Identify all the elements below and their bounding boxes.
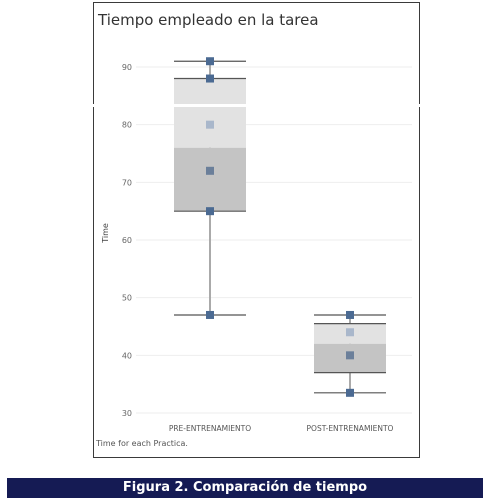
x-category-label-post: POST-ENTRENAMIENTO: [307, 424, 394, 433]
y-tick-label-30: 30: [122, 409, 132, 418]
post-point-3: [346, 388, 354, 397]
pre-point-2: [206, 120, 214, 129]
figure-caption-bar: Figura 2. Comparación de tiempo: [7, 478, 483, 498]
chart-title: Tiempo empleado en la tarea: [98, 11, 319, 29]
y-tick-label-90: 90: [122, 63, 132, 72]
y-tick-label-60: 60: [122, 236, 132, 245]
chart-footnote: Time for each Practica.: [96, 439, 188, 448]
y-tick-label-40: 40: [122, 351, 132, 360]
pre-point-3: [206, 166, 214, 175]
pre-point-0: [206, 57, 214, 66]
chart-frame: Tiempo empleado en la tarea 30 40 50 60 70 80…: [93, 2, 420, 458]
pre-box-upper: [174, 78, 246, 148]
y-tick-label-80: 80: [122, 121, 132, 130]
y-tick-label-70: 70: [122, 178, 132, 187]
figure-caption: Figura 2. Comparación de tiempo: [122, 480, 368, 495]
image-gap: [90, 104, 430, 107]
x-category-label-pre: PRE-ENTRENAMIENTO: [169, 424, 251, 433]
y-tick-label-50: 50: [122, 294, 132, 303]
pre-box-lower: [174, 147, 246, 212]
post-point-0: [346, 310, 354, 319]
y-axis-label: Time: [101, 223, 110, 244]
post-point-1: [346, 328, 354, 337]
pre-point-1: [206, 74, 214, 83]
box-plot: 30 40 50 60 70 80 90 Time PRE-ENTRENAMIENTO POST-…: [101, 57, 412, 433]
post-point-2: [346, 351, 354, 360]
pre-point-4: [206, 207, 214, 216]
pre-point-5: [206, 310, 214, 319]
